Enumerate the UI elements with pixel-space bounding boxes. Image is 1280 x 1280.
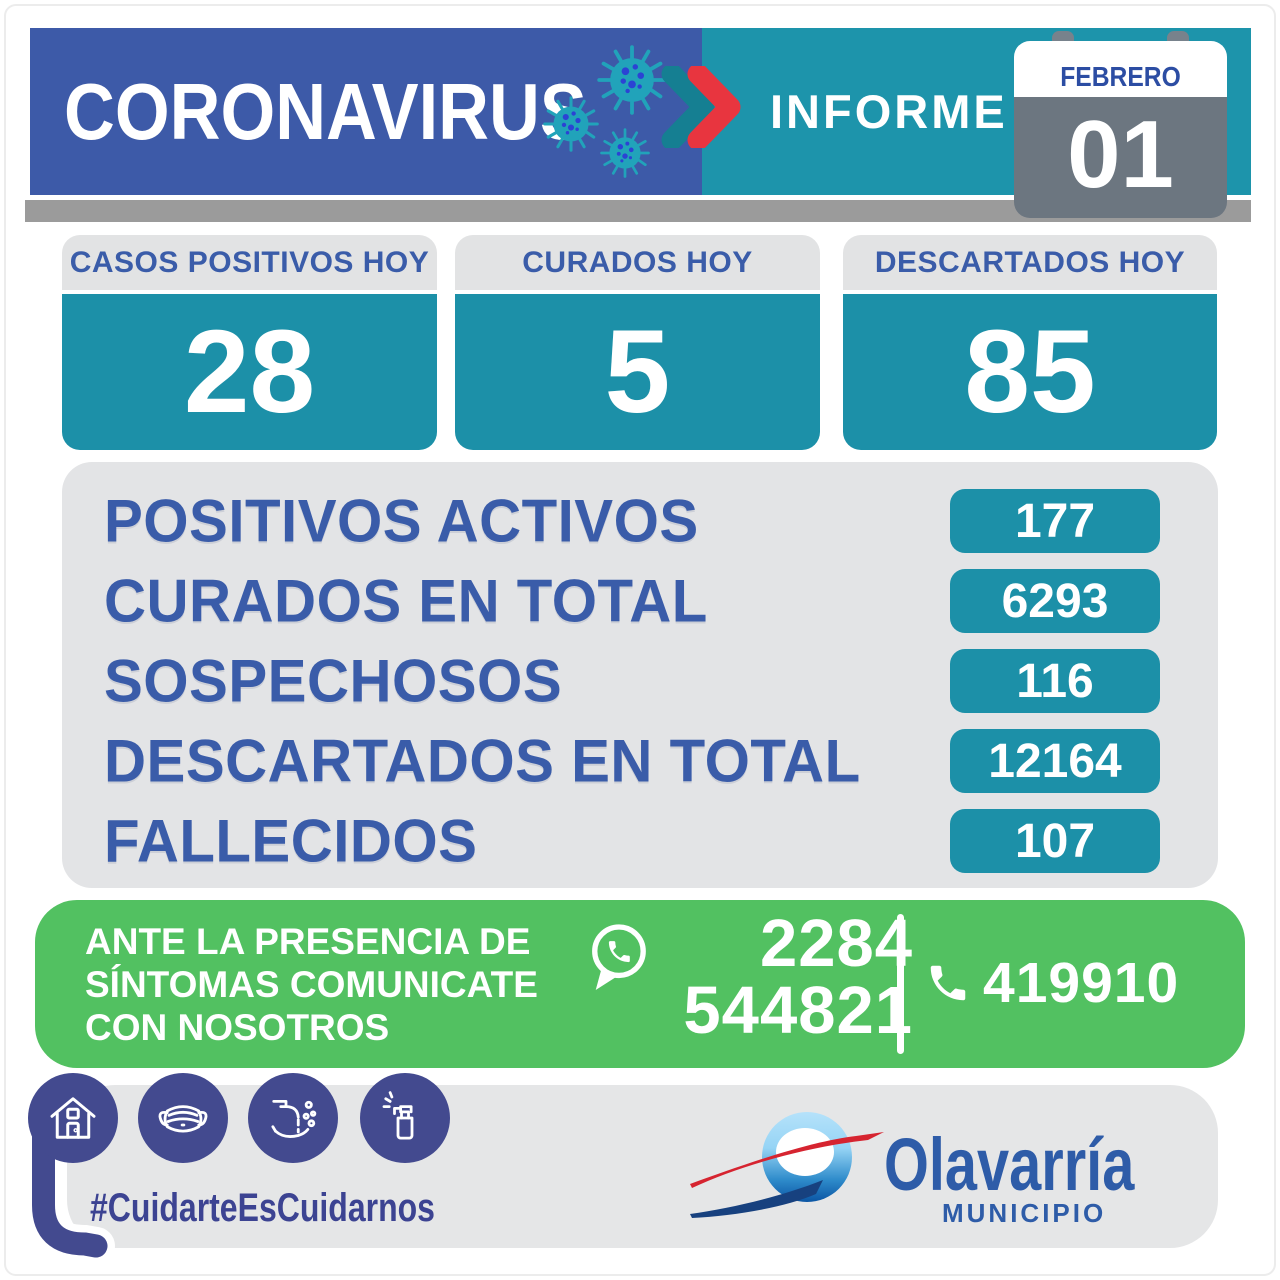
calendar-header: FEBRERO (1014, 41, 1227, 97)
total-badge: 6293 (950, 569, 1160, 633)
calendar-body: 01 (1014, 97, 1227, 218)
card-label: CURADOS HOY (522, 245, 753, 279)
disinfectant-spray-icon (360, 1073, 450, 1163)
card-value: 5 (604, 306, 671, 438)
banner-divider (897, 914, 904, 1054)
whatsapp-number-line1: 2284 (759, 906, 913, 981)
face-mask-icon (138, 1073, 228, 1163)
card-body: 5 (455, 294, 820, 450)
card-header: DESCARTADOS HOY (843, 235, 1217, 290)
card-body: 28 (62, 294, 437, 450)
total-badge: 12164 (950, 729, 1160, 793)
bubble-tail-decoration (24, 1091, 115, 1265)
virus-icon (597, 45, 667, 115)
contact-message-line: SÍNTOMAS COMUNICATE (85, 964, 538, 1005)
contact-message: ANTE LA PRESENCIA DE SÍNTOMAS COMUNICATE… (85, 920, 538, 1049)
card-header: CASOS POSITIVOS HOY (62, 235, 437, 290)
total-row-fallecidos: FALLECIDOS 107 (62, 801, 1218, 881)
card-header: CURADOS HOY (455, 235, 820, 290)
total-badge: 177 (950, 489, 1160, 553)
whatsapp-number: 2284 544821 (635, 910, 913, 1044)
calendar-widget: FEBRERO 01 (1014, 31, 1227, 218)
divider-bar (25, 200, 1251, 222)
total-badge: 107 (950, 809, 1160, 873)
card-label: DESCARTADOS HOY (874, 245, 1186, 279)
logo-swoosh (690, 1132, 884, 1218)
card-positivos-hoy: CASOS POSITIVOS HOY 28 (62, 235, 437, 450)
card-curados-hoy: CURADOS HOY 5 (455, 235, 820, 450)
total-label: FALLECIDOS (104, 807, 478, 875)
totals-panel: POSITIVOS ACTIVOS 177 CURADOS EN TOTAL 6… (62, 462, 1218, 888)
contact-banner: ANTE LA PRESENCIA DE SÍNTOMAS COMUNICATE… (35, 900, 1245, 1068)
whatsapp-number-line2: 544821 (683, 973, 913, 1048)
total-label: POSITIVOS ACTIVOS (104, 487, 699, 555)
total-label: DESCARTADOS EN TOTAL (104, 727, 861, 795)
total-badge: 116 (950, 649, 1160, 713)
municipality-name: Olavarría (884, 1123, 1135, 1206)
total-value: 12164 (988, 734, 1122, 788)
total-row-descartados-total: DESCARTADOS EN TOTAL 12164 (62, 721, 1218, 801)
municipality-subtitle: MUNICIPIO (942, 1198, 1107, 1228)
virus-icon (543, 96, 599, 152)
phone-number: 419910 (983, 951, 1180, 1015)
total-row-curados-total: CURADOS EN TOTAL 6293 (62, 561, 1218, 641)
total-label: CURADOS EN TOTAL (104, 567, 708, 635)
campaign-hashtag: #CuidarteEsCuidarnos (90, 1186, 435, 1230)
page-title: CORONAVIRUS (64, 66, 587, 156)
whatsapp-icon (592, 924, 646, 990)
total-row-sospechosos: SOSPECHOSOS 116 (62, 641, 1218, 721)
card-value: 85 (964, 306, 1096, 438)
card-body: 85 (843, 294, 1217, 450)
total-label: SOSPECHOSOS (104, 647, 563, 715)
total-value: 177 (1014, 494, 1096, 548)
virus-icon (600, 128, 650, 178)
calendar-day: 01 (1067, 101, 1174, 208)
header-bar: CORONAVIRUS INFORME (30, 28, 1251, 195)
double-chevron-icon (661, 66, 741, 148)
contact-message-line: CON NOSOTROS (85, 1007, 390, 1048)
card-descartados-hoy: DESCARTADOS HOY 85 (843, 235, 1217, 450)
total-value: 6293 (1001, 574, 1109, 628)
calendar-month: FEBRERO (1060, 61, 1181, 92)
card-value: 28 (183, 306, 316, 438)
total-value: 116 (1016, 654, 1094, 708)
phone-icon (930, 965, 966, 1001)
stay-home-icon (28, 1073, 118, 1163)
card-label: CASOS POSITIVOS HOY (69, 245, 430, 279)
total-row-positivos-activos: POSITIVOS ACTIVOS 177 (62, 481, 1218, 561)
total-value: 107 (1014, 814, 1096, 868)
contact-message-line: ANTE LA PRESENCIA DE (85, 921, 531, 962)
hand-washing-icon (248, 1073, 338, 1163)
report-label: INFORME (770, 85, 1008, 138)
